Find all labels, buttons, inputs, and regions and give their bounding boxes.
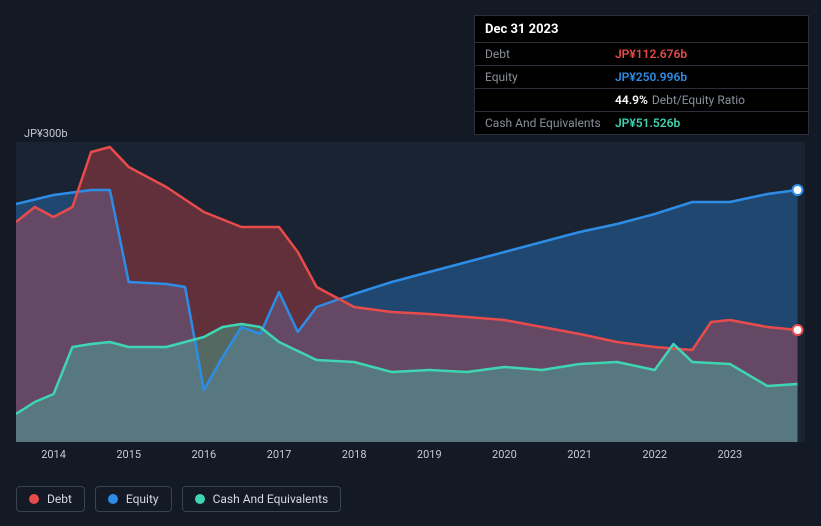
tooltip-row-label: Equity <box>485 70 615 84</box>
legend: Debt Equity Cash And Equivalents <box>16 486 341 512</box>
y-axis-max-label: JP¥300b <box>24 127 68 140</box>
tooltip-box: Dec 31 2023 DebtJP¥112.676bEquityJP¥250.… <box>474 15 809 135</box>
x-axis-tick: 2018 <box>342 448 367 461</box>
end-marker-debt <box>793 325 803 335</box>
x-axis-tick: 2019 <box>417 448 442 461</box>
chart-area <box>16 142 805 442</box>
tooltip-row-value: 44.9% <box>615 93 648 107</box>
legend-item-label: Cash And Equivalents <box>213 492 329 506</box>
legend-item-label: Debt <box>47 492 72 506</box>
x-axis-tick: 2023 <box>717 448 742 461</box>
legend-swatch-icon <box>195 494 205 504</box>
tooltip-row-value: JP¥250.996b <box>615 70 687 84</box>
tooltip-row-value: JP¥51.526b <box>615 116 680 130</box>
x-axis-tick: 2021 <box>567 448 592 461</box>
x-axis-tick: 2015 <box>116 448 141 461</box>
legend-swatch-icon <box>108 494 118 504</box>
tooltip-row-label: Cash And Equivalents <box>485 116 615 130</box>
legend-swatch-icon <box>29 494 39 504</box>
x-axis-tick: 2014 <box>41 448 66 461</box>
tooltip-date: Dec 31 2023 <box>475 16 808 43</box>
tooltip-row-value: JP¥112.676b <box>615 47 687 61</box>
legend-item-cash[interactable]: Cash And Equivalents <box>182 486 342 512</box>
x-axis-tick: 2020 <box>492 448 517 461</box>
tooltip-row: 44.9% Debt/Equity Ratio <box>475 89 808 112</box>
tooltip-row: EquityJP¥250.996b <box>475 66 808 89</box>
x-axis-tick: 2022 <box>642 448 667 461</box>
legend-item-label: Equity <box>126 492 159 506</box>
tooltip-row: DebtJP¥112.676b <box>475 43 808 66</box>
tooltip-row-label: Debt <box>485 47 615 61</box>
x-axis-tick: 2017 <box>267 448 292 461</box>
x-axis-tick: 2016 <box>191 448 216 461</box>
tooltip-row: Cash And EquivalentsJP¥51.526b <box>475 112 808 134</box>
legend-item-equity[interactable]: Equity <box>95 486 172 512</box>
legend-item-debt[interactable]: Debt <box>16 486 85 512</box>
end-marker-equity <box>793 185 803 195</box>
chart-svg <box>16 142 805 442</box>
x-axis-ticks: 2014 2015 2016 2017 2018 2019 2020 2021 2022 2023 <box>16 448 805 464</box>
tooltip-row-extra: Debt/Equity Ratio <box>652 93 745 107</box>
